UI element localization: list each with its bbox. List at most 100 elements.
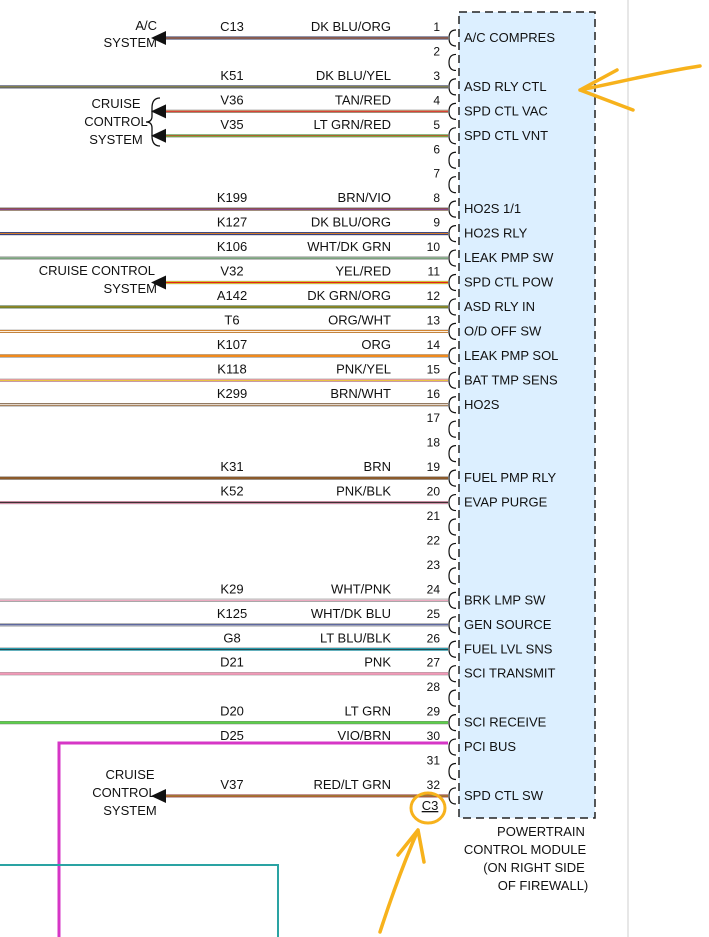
- highlight-arrow-top: [578, 64, 702, 112]
- pin-function-label: A/C COMPRES: [464, 30, 555, 45]
- pin-bracket: [448, 616, 457, 634]
- circuit-id: K51: [220, 68, 243, 83]
- pin-number: 30: [427, 729, 441, 743]
- pin-bracket: [448, 469, 457, 487]
- pin-bracket: [448, 53, 457, 72]
- cruise-mid-label-line2: SYSTEM: [104, 281, 157, 296]
- pin-number: 26: [427, 631, 441, 645]
- wire-color-label: YEL/RED: [335, 264, 391, 279]
- circuit-id: D25: [220, 728, 244, 743]
- pin-bracket: [448, 640, 457, 658]
- pin-function-label: FUEL LVL SNS: [464, 641, 553, 656]
- circuit-id: K199: [217, 190, 247, 205]
- pin-function-label: ASD RLY CTL: [464, 79, 547, 94]
- pin-number: 13: [427, 313, 441, 327]
- wire-color-label: ORG/WHT: [328, 312, 391, 327]
- cruise-bottom-label-line1: CRUISE: [105, 767, 154, 782]
- pin-number: 23: [427, 558, 441, 572]
- wire-color-label: LT BLU/BLK: [320, 630, 391, 645]
- wire-color-label: RED/LT GRN: [313, 777, 391, 792]
- pin-number: 2: [433, 44, 440, 58]
- cruise-top-brace: [145, 97, 161, 147]
- pin-bracket: [448, 493, 457, 512]
- pin-function-label: SCI RECEIVE: [464, 715, 547, 730]
- pin-function-label: SCI TRANSMIT: [464, 666, 556, 681]
- circuit-id: T6: [224, 312, 239, 327]
- cruise-bottom-label-line3: SYSTEM: [103, 803, 156, 818]
- pin-number: 7: [433, 167, 440, 181]
- pin-number: 5: [433, 118, 440, 132]
- connector-id-label: C3: [422, 798, 439, 813]
- circuit-id: C13: [220, 19, 244, 34]
- wire-color-label: PNK/BLK: [336, 484, 391, 499]
- wire-color-label: WHT/DK GRN: [307, 239, 391, 254]
- wire-color-label: TAN/RED: [335, 92, 391, 107]
- wire-color-label: PNK: [364, 655, 391, 670]
- pin-bracket: [448, 518, 457, 536]
- cruise-top-label-line1: CRUISE: [91, 96, 140, 111]
- wire-color-label: DK GRN/ORG: [307, 288, 391, 303]
- pin-number: 18: [427, 436, 441, 450]
- pin-number: 32: [427, 778, 441, 792]
- pin-number: 20: [427, 485, 441, 499]
- pin-function-label: EVAP PURGE: [464, 495, 548, 510]
- pin-number: 12: [427, 289, 441, 303]
- circuit-id: K106: [217, 239, 247, 254]
- pin-bracket: [448, 787, 457, 805]
- pin-number: 16: [427, 387, 441, 401]
- pin-number: 22: [427, 533, 441, 547]
- pin-bracket: [448, 322, 457, 340]
- circuit-id: V37: [220, 777, 243, 792]
- pin-number: 4: [433, 93, 440, 107]
- pin-number: 6: [433, 142, 440, 156]
- pin-number: 3: [433, 69, 440, 83]
- circuit-id: K107: [217, 337, 247, 352]
- pin-number: 14: [427, 338, 441, 352]
- pin-function-label: GEN SOURCE: [464, 617, 552, 632]
- pin-number: 31: [427, 754, 441, 768]
- pin-number: 17: [427, 411, 441, 425]
- arrow-head-icon: [151, 275, 166, 290]
- pin-bracket: [448, 396, 457, 414]
- pin-function-label: LEAK PMP SW: [464, 250, 554, 265]
- pin-bracket: [448, 420, 457, 438]
- wire-color-label: VIO/BRN: [338, 728, 391, 743]
- circuit-id: D20: [220, 704, 244, 719]
- pin-bracket: [448, 29, 457, 47]
- pin-bracket: [448, 445, 457, 463]
- pin-function-label: BAT TMP SENS: [464, 372, 558, 387]
- wire-color-label: LT GRN/RED: [313, 117, 391, 132]
- pin-function-label: SPD CTL SW: [464, 788, 544, 803]
- pin-bracket: [448, 298, 457, 316]
- pin-bracket: [448, 176, 457, 194]
- pin-bracket: [448, 347, 457, 365]
- circuit-id: V35: [220, 117, 243, 132]
- circuit-id: K118: [217, 361, 246, 376]
- pin-bracket: [448, 689, 457, 707]
- pin-bracket: [448, 151, 457, 169]
- connector-highlight-circle: [409, 791, 447, 825]
- ac-system-label-line2: SYSTEM: [104, 35, 157, 50]
- wire-color-label: WHT/PNK: [331, 581, 391, 596]
- wire-color-label: BRN/VIO: [338, 190, 391, 205]
- pin-number: 21: [427, 509, 441, 523]
- arrow-head-icon: [151, 31, 166, 45]
- pin-function-label: SPD CTL VNT: [464, 128, 548, 143]
- module-caption-line3: (ON RIGHT SIDE: [483, 860, 585, 875]
- circuit-id: K125: [217, 606, 247, 621]
- ac-system-label-line1: A/C: [135, 18, 157, 33]
- wire-color-label: WHT/DK BLU: [311, 606, 391, 621]
- circuit-id: K52: [220, 484, 243, 499]
- pin-function-label: O/D OFF SW: [464, 323, 542, 338]
- wire-color-label: DK BLU/YEL: [316, 68, 391, 83]
- pin-function-label: HO2S RLY: [464, 226, 528, 241]
- module-caption-line2: CONTROL MODULE: [464, 842, 587, 857]
- wire-color-label: LT GRN: [345, 704, 391, 719]
- pin-bracket: [448, 665, 457, 683]
- pin-bracket: [448, 225, 457, 243]
- pin-function-label: ASD RLY IN: [464, 299, 535, 314]
- pin-number: 10: [427, 240, 441, 254]
- wire-color-label: BRN/WHT: [330, 386, 391, 401]
- pin-number: 1: [433, 20, 440, 34]
